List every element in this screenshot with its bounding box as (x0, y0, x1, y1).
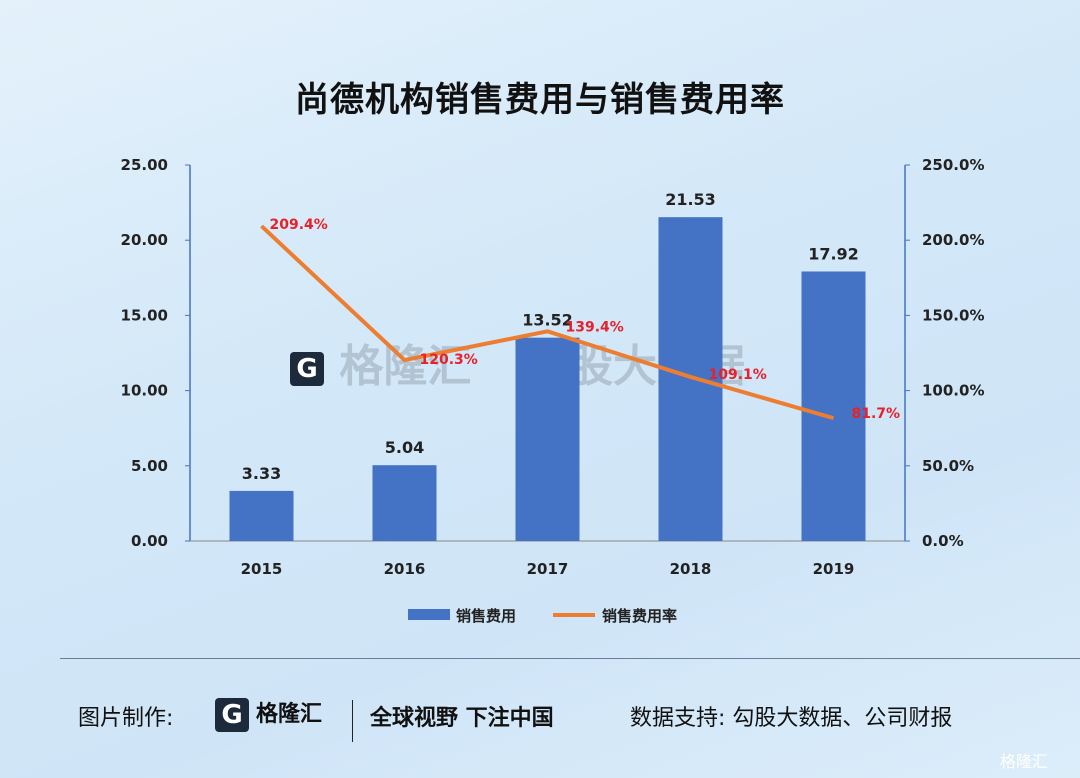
x-tick-label: 2017 (527, 560, 569, 578)
x-tick-label: 2019 (813, 560, 855, 578)
legend-line-label: 销售费用率 (602, 607, 677, 625)
bar-data-label: 5.04 (385, 438, 424, 457)
left-tick-label: 20.00 (121, 231, 168, 249)
left-tick-label: 15.00 (121, 306, 168, 324)
gelonghui-logo-icon: G (290, 352, 324, 386)
right-tick-label: 100.0% (922, 382, 984, 400)
bar (229, 490, 294, 541)
x-tick-label: 2015 (241, 560, 283, 578)
line-data-label: 81.7% (852, 406, 901, 422)
footer-separator (352, 700, 353, 742)
legend-bar-label: 销售费用 (456, 607, 516, 625)
x-tick-label: 2016 (384, 560, 426, 578)
footer-divider (60, 658, 1080, 659)
data-source: 数据支持: 勾股大数据、公司财报 (630, 706, 953, 731)
right-tick-label: 200.0% (922, 231, 984, 249)
bar (801, 271, 866, 541)
x-tick-label: 2018 (670, 560, 712, 578)
bar-data-label: 17.92 (808, 244, 859, 263)
left-tick-label: 25.00 (121, 156, 168, 174)
legend-bar-swatch (408, 609, 450, 620)
chart-title: 尚德机构销售费用与销售费用率 (295, 80, 785, 120)
gelonghui-logo-icon: G (215, 698, 249, 732)
line-data-label: 109.1% (709, 367, 767, 383)
bar (372, 465, 437, 541)
right-tick-label: 0.0% (922, 532, 964, 550)
bar-data-label: 21.53 (665, 190, 716, 209)
made-by-label: 图片制作: (78, 706, 174, 731)
bar (658, 217, 723, 542)
right-tick-label: 150.0% (922, 306, 984, 324)
bar-data-label: 13.52 (522, 311, 573, 330)
chart: 0.00 5.00 10.00 15.00 20.00 25.00 0.0% 50.0% 100… (121, 156, 985, 625)
line-data-label: 139.4% (566, 319, 624, 335)
right-tick-label: 50.0% (922, 457, 974, 475)
left-tick-label: 5.00 (131, 457, 168, 475)
bar (515, 337, 580, 541)
right-tick-label: 250.0% (922, 156, 984, 174)
footer-slogan: 全球视野 下注中国 (370, 706, 554, 731)
line-data-label: 209.4% (270, 217, 328, 233)
corner-logo: 格隆汇 (1000, 752, 1049, 771)
left-tick-label: 0.00 (131, 532, 168, 550)
footer-brand: G 格隆汇 (215, 696, 322, 732)
left-tick-label: 10.00 (121, 382, 168, 400)
line-data-label: 120.3% (420, 352, 478, 368)
footer-brand-text: 格隆汇 (256, 702, 323, 727)
bar-data-label: 3.33 (242, 464, 281, 483)
